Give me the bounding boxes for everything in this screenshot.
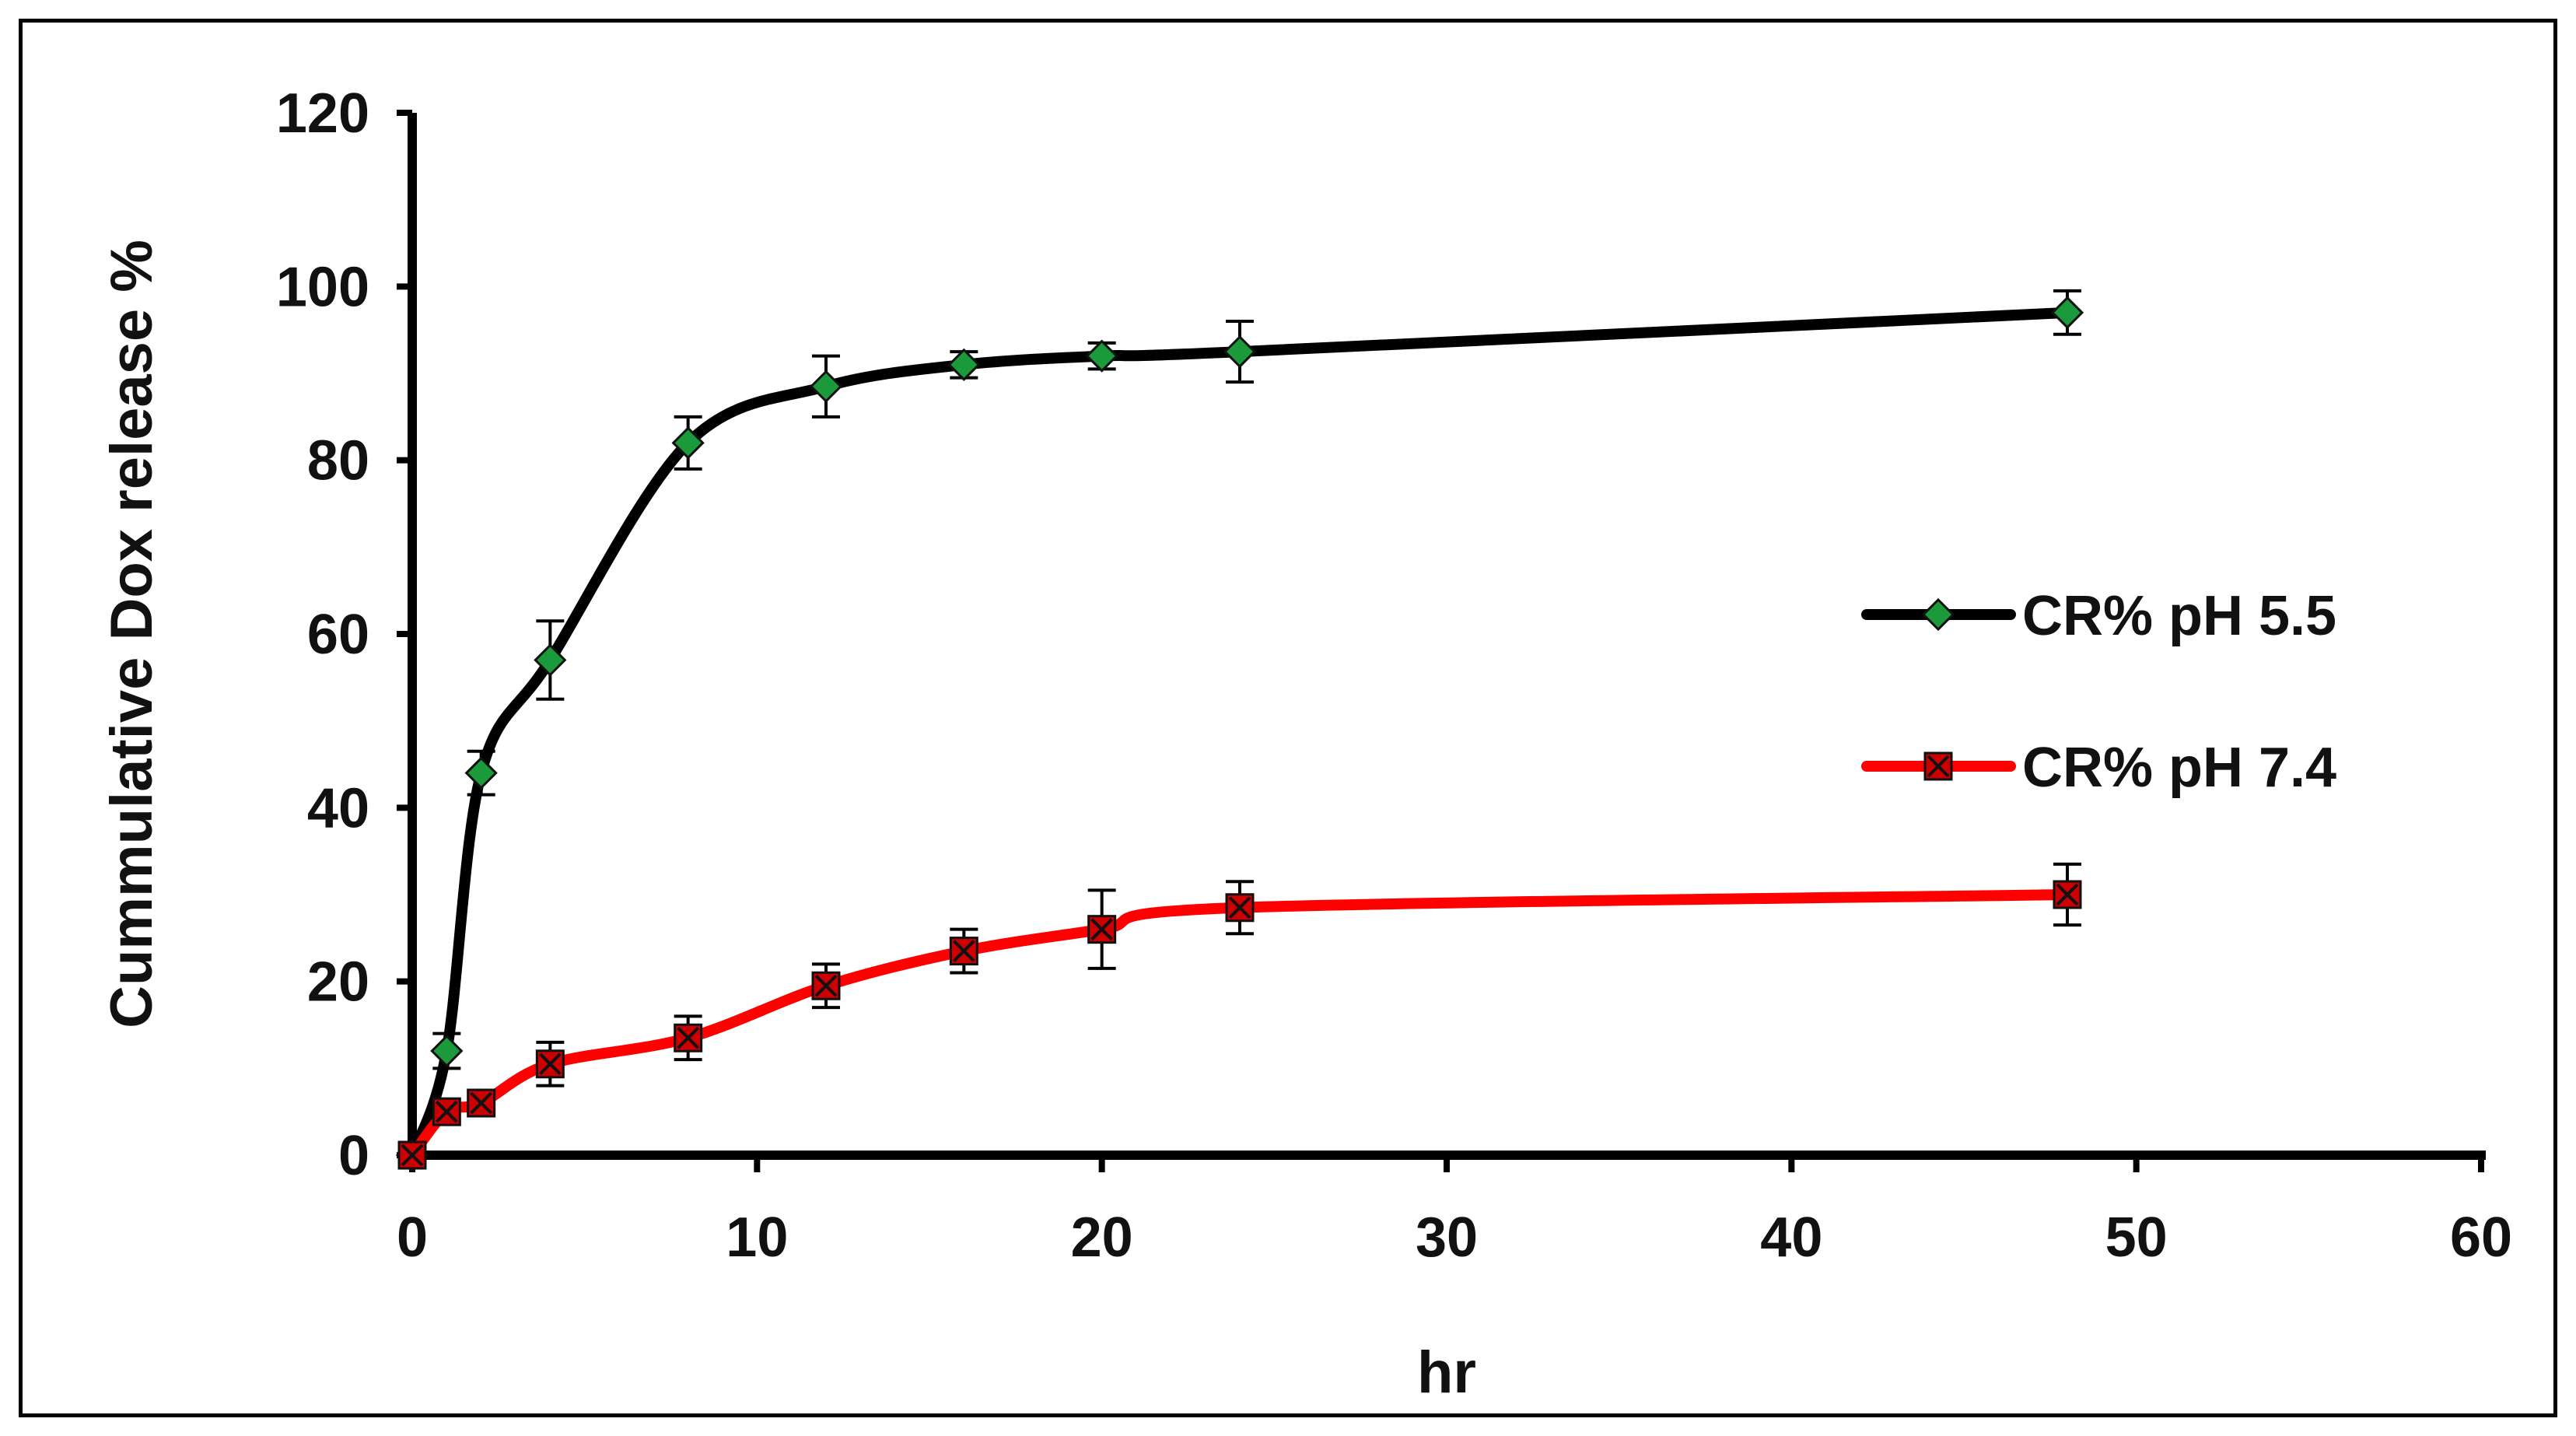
marker-cross <box>1228 896 1251 919</box>
series-line-ph55 <box>407 306 2073 1161</box>
marker-cross <box>1927 755 1950 778</box>
legend: CR% pH 5.5 CR% pH 7.4 <box>1861 585 2336 799</box>
tick-labels: 0 20 40 60 80 100 120 0 10 20 30 40 50 60 <box>276 82 2512 1269</box>
series-ph55 <box>395 289 2084 1172</box>
marker-cross <box>677 1026 700 1049</box>
marker-cross <box>952 940 975 962</box>
legend-marker-ph74 <box>1923 751 1953 781</box>
y-tick-label: 80 <box>307 430 369 492</box>
data-point <box>432 1097 461 1126</box>
marker-cross <box>538 1052 562 1076</box>
data-point <box>1085 339 1118 373</box>
y-tick-label: 60 <box>307 604 369 666</box>
data-point <box>534 643 567 677</box>
marker-cross <box>814 974 838 997</box>
y-tick-label: 0 <box>338 1125 369 1187</box>
data-point <box>811 971 841 1000</box>
data-point <box>1225 893 1255 923</box>
data-point <box>809 370 843 403</box>
series <box>395 289 2084 1172</box>
y-axis-title: Cummulative Dox release % <box>99 240 165 1028</box>
data-point <box>1087 915 1117 944</box>
data-point <box>464 756 498 790</box>
data-point <box>467 1088 496 1118</box>
marker-cross <box>2056 883 2079 906</box>
data-point <box>947 348 981 381</box>
data-point <box>397 1140 427 1170</box>
legend-item-ph74: CR% pH 7.4 <box>1861 737 2336 799</box>
marker-cross <box>435 1100 458 1123</box>
legend-label-ph55: CR% pH 5.5 <box>2022 585 2336 647</box>
marker-cross <box>1090 918 1114 941</box>
y-tick-label: 40 <box>307 777 369 839</box>
x-tick-label: 60 <box>2450 1207 2512 1269</box>
data-point <box>949 937 978 966</box>
data-point <box>2053 880 2082 909</box>
y-tick-label: 120 <box>276 82 369 145</box>
y-tick-label: 100 <box>276 256 369 318</box>
data-point <box>671 426 705 460</box>
x-tick-label: 20 <box>1071 1207 1133 1269</box>
y-tick-label: 20 <box>307 951 369 1014</box>
legend-marker-ph55 <box>1921 597 1955 632</box>
data-point <box>2050 296 2084 329</box>
x-tick-label: 40 <box>1760 1207 1822 1269</box>
data-point <box>430 1034 464 1068</box>
data-point <box>535 1049 565 1079</box>
x-tick-label: 10 <box>726 1207 788 1269</box>
marker-cross <box>470 1091 493 1115</box>
legend-item-ph55: CR% pH 5.5 <box>1861 585 2336 647</box>
series-ph74 <box>397 862 2082 1170</box>
data-point <box>1223 334 1257 369</box>
series-line-ph74 <box>407 889 2073 1161</box>
x-tick-label: 0 <box>397 1207 428 1269</box>
x-tick-label: 50 <box>2105 1207 2168 1269</box>
chart-frame <box>19 19 2557 1417</box>
legend-label-ph74: CR% pH 7.4 <box>2022 737 2336 799</box>
data-point <box>674 1023 703 1052</box>
x-axis-title: hr <box>1417 1340 1476 1406</box>
x-tick-label: 30 <box>1416 1207 1478 1269</box>
marker-cross <box>401 1144 424 1167</box>
